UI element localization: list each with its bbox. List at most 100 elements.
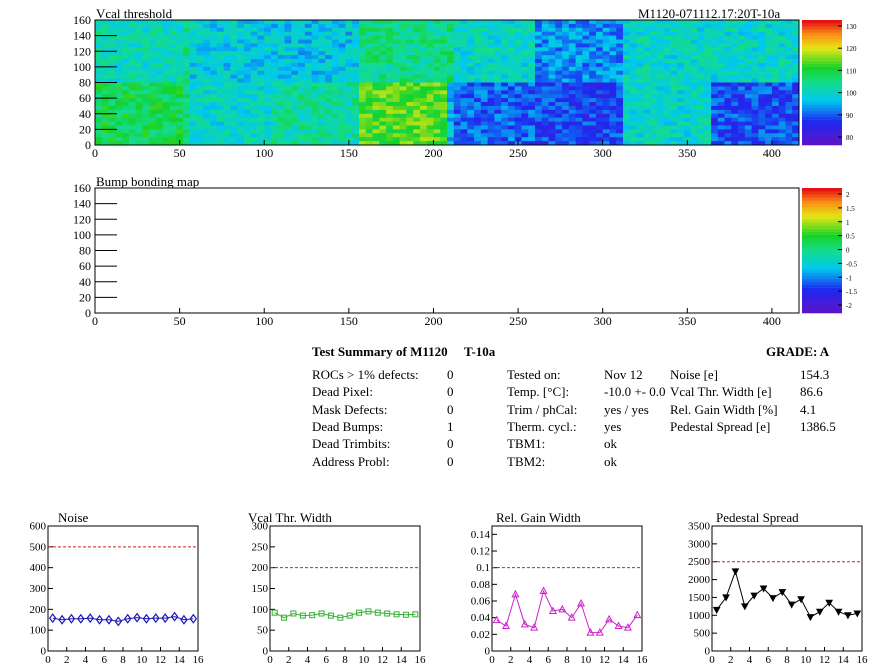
vcal-map-cell	[162, 113, 170, 119]
vcal-map-cell	[602, 94, 610, 99]
bump-map-palette-label: -1.5	[846, 288, 858, 296]
vcal-map-cell	[480, 51, 489, 56]
vcal-map-cell	[135, 94, 143, 99]
vcal-map-cell	[426, 94, 434, 99]
vcal-map-cell	[731, 23, 739, 29]
vcal-map-cell	[440, 20, 448, 25]
vcal-map-cell	[413, 66, 421, 72]
vcal-map-cell	[629, 55, 637, 60]
vcal-map-cell	[298, 74, 306, 79]
vcal-map-cell	[731, 70, 739, 76]
vcal-map-cell	[460, 117, 468, 122]
vcal-map-cell	[480, 117, 489, 122]
vcal-map-cell	[568, 121, 577, 126]
vcal-map-ytick-label: 160	[73, 13, 91, 27]
vcal-map-cell	[101, 31, 109, 37]
vcal-map-cell	[149, 51, 157, 56]
vcal-map-cell	[568, 125, 577, 130]
vcal-map-cell	[386, 90, 394, 95]
vcal-map-cell	[771, 105, 780, 111]
chart-point	[759, 585, 768, 593]
vcal-map-cell	[535, 90, 543, 95]
defect-value: 0	[447, 401, 454, 417]
vcal-map-cell	[555, 129, 563, 134]
vcal-map-cell	[115, 43, 123, 48]
vcal-map-cell	[555, 82, 563, 87]
vcal-map-cell	[629, 105, 637, 111]
metric-label: Pedestal Spread [e]	[670, 418, 771, 434]
vcal-map-cell	[663, 113, 671, 119]
vcal-map-cell	[541, 113, 549, 119]
vcal-map-cell	[697, 78, 705, 83]
vcal-map-cell	[223, 90, 231, 95]
vcal-map-cell	[568, 39, 577, 44]
vcal-map-cell	[501, 27, 509, 33]
vcal-map-cell	[399, 70, 407, 76]
vcal-map-cell	[697, 27, 705, 33]
vcal-map-cell	[426, 47, 434, 52]
vcal-map-cell	[277, 109, 285, 115]
vcal-map-cell	[568, 129, 577, 134]
chart-point	[605, 614, 614, 623]
bump-map-palette-bin	[802, 297, 842, 301]
vcal-map-cell	[528, 113, 536, 119]
vcal-map-cell	[656, 94, 665, 99]
vcal-map-cell	[284, 121, 292, 126]
vcal-map-cell	[291, 86, 299, 91]
vcal-map-cell	[785, 27, 793, 33]
vcal-map-cell	[399, 129, 407, 134]
metric-label: Vcal Thr. Width [e]	[670, 384, 772, 400]
vcal-map-cell	[487, 55, 495, 60]
vcal-map-cell	[731, 55, 739, 60]
vcal-map-cell	[609, 109, 617, 115]
vcal-map-cell	[602, 20, 610, 25]
vcal-map-cell	[440, 125, 448, 130]
vcal-map-cell	[311, 35, 319, 40]
vcal-map-cell	[751, 137, 759, 142]
vcal-map-cell	[501, 70, 509, 76]
vcal-map-cell	[406, 133, 414, 138]
vcal-map-cell	[115, 137, 123, 142]
vcal-map-cell	[264, 98, 272, 103]
vcal-map-cell	[128, 78, 137, 83]
vcal-map-cell	[535, 98, 543, 103]
vcal-map-cell	[243, 62, 252, 68]
vcal-map-cell	[792, 137, 800, 142]
vcal-width-chart-xtick-label: 12	[377, 654, 388, 666]
vcal-map-cell	[704, 23, 712, 29]
vcal-map-cell	[494, 74, 502, 79]
vcal-map-cell	[291, 78, 299, 83]
vcal-map-cell	[683, 102, 692, 107]
vcal-map-cell	[555, 78, 563, 83]
vcal-map-cell	[643, 23, 651, 29]
vcal-map-cell	[115, 105, 123, 111]
vcal-map-cell	[785, 59, 793, 64]
vcal-map-cell	[724, 20, 732, 25]
vcal-map-cell	[176, 102, 184, 107]
vcal-map-cell	[359, 47, 367, 52]
chart-point	[161, 613, 169, 624]
vcal-map-cell	[535, 70, 543, 76]
vcal-map-cell	[521, 59, 529, 64]
vcal-map-cell	[738, 94, 746, 99]
vcal-map-cell	[230, 55, 238, 60]
vcal-map-cell	[413, 102, 421, 107]
vcal-map-cell	[291, 98, 299, 103]
vcal-map-cell	[711, 109, 719, 115]
vcal-map-cell	[548, 35, 556, 40]
gain-width-chart-ytick-label: 0	[485, 646, 491, 658]
vcal-map-cell	[548, 70, 556, 76]
vcal-map-cell	[562, 82, 570, 87]
vcal-map-cell	[406, 98, 414, 103]
vcal-map-cell	[758, 31, 766, 37]
vcal-map-cell	[562, 31, 570, 37]
vcal-map-cell	[135, 51, 143, 56]
vcal-map-cell	[636, 31, 644, 37]
vcal-map-cell	[643, 86, 651, 91]
chart-point	[346, 612, 353, 619]
vcal-map-cell	[460, 43, 468, 48]
vcal-map-cell	[589, 129, 597, 134]
vcal-map-cell	[528, 137, 536, 142]
vcal-map-cell	[183, 94, 191, 99]
vcal-map-palette-bin	[802, 32, 842, 36]
